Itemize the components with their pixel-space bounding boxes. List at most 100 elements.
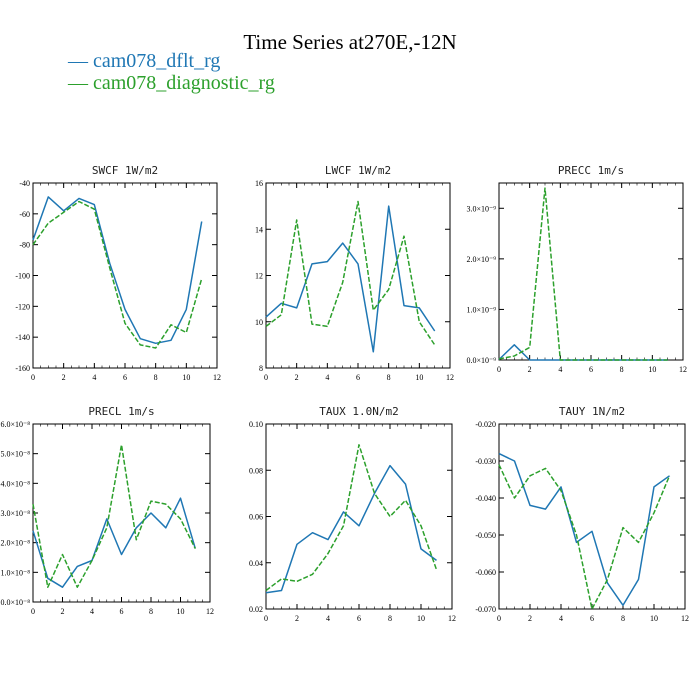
- chart-panel-5: TAUY 1N/m2 0 2 4 6 8 10 12 -0.070 -0.060 -0.050 -0.…: [475, 405, 689, 623]
- y-tick-label: -0.050: [475, 531, 496, 540]
- y-tick-label: -0.070: [475, 605, 496, 614]
- x-tick-label: 8: [387, 373, 391, 382]
- x-tick-label: 2: [295, 614, 299, 623]
- y-tick-label: -60: [19, 210, 30, 219]
- plot-frame: [498, 182, 684, 361]
- series-line-dflt: [265, 464, 437, 594]
- y-tick-label: 5.0×10⁻⁸: [0, 450, 30, 459]
- x-tick-label: 8: [149, 607, 153, 616]
- y-tick-label: 16: [255, 179, 263, 188]
- y-tick-label: -0.030: [475, 457, 496, 466]
- x-tick-label: 12: [679, 365, 687, 374]
- plot-frame: [498, 423, 686, 610]
- y-tick-label: 1.0×10⁻⁸: [0, 568, 30, 577]
- y-tick-label: 6.0×10⁻⁸: [0, 420, 30, 429]
- plot-frame: [32, 182, 218, 369]
- x-tick-label: 0: [497, 365, 501, 374]
- x-tick-label: 10: [650, 614, 658, 623]
- chart-title: PRECC 1m/s: [558, 164, 624, 177]
- y-tick-label: -160: [15, 364, 30, 373]
- y-tick-label: 0.04: [249, 559, 263, 568]
- chart-title: SWCF 1W/m2: [92, 164, 158, 177]
- y-tick-label: 0.10: [249, 420, 263, 429]
- y-tick-label: -0.040: [475, 494, 496, 503]
- legend-line-dflt: —: [68, 50, 93, 72]
- chart-title: LWCF 1W/m2: [325, 164, 391, 177]
- x-tick-label: 6: [120, 607, 124, 616]
- x-tick-label: 4: [325, 373, 329, 382]
- y-tick-label: -100: [15, 272, 30, 281]
- series-line-dflt: [498, 452, 670, 607]
- x-tick-label: 10: [417, 614, 425, 623]
- x-tick-label: 8: [621, 614, 625, 623]
- y-tick-label: 4.0×10⁻⁸: [0, 479, 30, 488]
- x-tick-label: 2: [528, 365, 532, 374]
- y-tick-label: -0.060: [475, 568, 496, 577]
- y-tick-label: 10: [255, 318, 263, 327]
- x-tick-label: 2: [295, 373, 299, 382]
- y-tick-label: 0.08: [249, 466, 263, 475]
- y-tick-label: 2.0×10⁻⁸: [0, 539, 30, 548]
- y-tick-label: 3.0×10⁻⁸: [0, 509, 30, 518]
- legend-label-dflt: cam078_dflt_rg: [93, 50, 221, 72]
- chart-title: TAUX 1.0N/m2: [319, 405, 398, 418]
- y-tick-label: 0.02: [249, 605, 263, 614]
- legend-entry-dflt: — cam078_dflt_rg: [68, 50, 220, 73]
- y-tick-label: 3.0×10⁻⁹: [466, 204, 496, 213]
- x-tick-label: 4: [90, 607, 94, 616]
- x-tick-label: 10: [415, 373, 423, 382]
- y-tick-label: -80: [19, 241, 30, 250]
- x-tick-label: 6: [590, 614, 594, 623]
- x-tick-label: 10: [177, 607, 185, 616]
- y-tick-label: 12: [255, 272, 263, 281]
- x-tick-label: 0: [264, 373, 268, 382]
- y-tick-label: 0.0×10⁻⁸: [0, 598, 30, 607]
- series-line-diagnostic: [498, 464, 671, 610]
- x-tick-label: 6: [123, 373, 127, 382]
- series-line-diagnostic: [498, 187, 668, 361]
- plot-frame: [32, 423, 211, 603]
- x-tick-label: 0: [264, 614, 268, 623]
- x-tick-label: 12: [681, 614, 689, 623]
- y-tick-label: 0.06: [249, 513, 263, 522]
- y-tick-label: -140: [15, 333, 30, 342]
- chart-panel-4: TAUX 1.0N/m2 0 2 4 6 8 10 12 0.02 0.04 0.06 0.08 0.1…: [249, 405, 456, 623]
- series-line-diagnostic: [32, 444, 196, 588]
- x-tick-label: 2: [62, 373, 66, 382]
- series-line-diagnostic: [265, 200, 436, 346]
- x-tick-label: 6: [356, 373, 360, 382]
- x-tick-label: 12: [213, 373, 221, 382]
- legend-label-diagnostic: cam078_diagnostic_rg: [93, 72, 275, 94]
- y-tick-label: 0.0×10⁻⁹: [466, 356, 496, 365]
- chart-panel-1: LWCF 1W/m2 0 2 4 6 8 10 12 8 10 12 14 16: [255, 164, 454, 382]
- y-tick-label: 2.0×10⁻⁹: [466, 255, 496, 264]
- legend-line-diagnostic: —: [68, 72, 93, 94]
- x-tick-label: 4: [559, 614, 563, 623]
- x-tick-label: 0: [31, 607, 35, 616]
- x-tick-label: 2: [61, 607, 65, 616]
- x-tick-label: 4: [92, 373, 96, 382]
- plot-frame: [265, 182, 451, 369]
- series-line-diagnostic: [265, 444, 438, 592]
- x-tick-label: 6: [589, 365, 593, 374]
- x-tick-label: 0: [497, 614, 501, 623]
- x-tick-label: 8: [154, 373, 158, 382]
- x-tick-label: 10: [648, 365, 656, 374]
- x-tick-label: 0: [31, 373, 35, 382]
- y-tick-label: 1.0×10⁻⁹: [466, 305, 496, 314]
- x-tick-label: 2: [528, 614, 532, 623]
- chart-panel-3: PRECL 1m/s 0 2 4 6 8 10 12 0.0×10⁻⁸ 1.0×10⁻⁸ 2.0×1…: [0, 405, 214, 616]
- chart-panel-0: SWCF 1W/m2 0 2 4 6 8 10 12 -160 -140 -120 -100 -80 -6…: [15, 164, 221, 382]
- y-tick-label: -40: [19, 179, 30, 188]
- x-tick-label: 12: [206, 607, 214, 616]
- chart-panel-2: PRECC 1m/s 0 2 4 6 8 10 12 0.0×10⁻⁹ 1.0×10⁻⁹ 2.0×1…: [466, 164, 687, 374]
- x-tick-label: 6: [357, 614, 361, 623]
- x-tick-label: 10: [182, 373, 190, 382]
- series-line-diagnostic: [32, 200, 203, 349]
- y-tick-label: -120: [15, 302, 30, 311]
- chart-title: PRECL 1m/s: [88, 405, 154, 418]
- legend-entry-diagnostic: — cam078_diagnostic_rg: [68, 72, 275, 95]
- y-tick-label: 8: [259, 364, 263, 373]
- figure-title: Time Series at270E,-12N: [243, 30, 457, 54]
